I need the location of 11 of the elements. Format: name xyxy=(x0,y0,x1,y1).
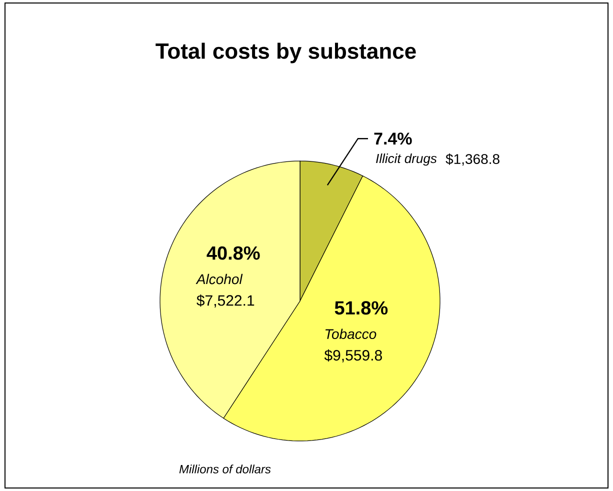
data-label: 7.4% xyxy=(374,132,412,145)
slice-label: Alcohol xyxy=(196,274,243,284)
data-label: 51.8% xyxy=(334,301,388,315)
slice-label: Illicit drugs xyxy=(376,154,437,166)
data-label: 40.8% xyxy=(206,246,260,260)
text: $7,522.1 xyxy=(196,294,254,308)
text: $9,559.8 xyxy=(324,349,382,362)
slice-label: Tobacco xyxy=(325,328,376,340)
text: $1,368.8 xyxy=(446,154,500,166)
chart-title: Total costs by substance xyxy=(156,42,416,64)
text: Millions of dollars xyxy=(179,464,271,474)
